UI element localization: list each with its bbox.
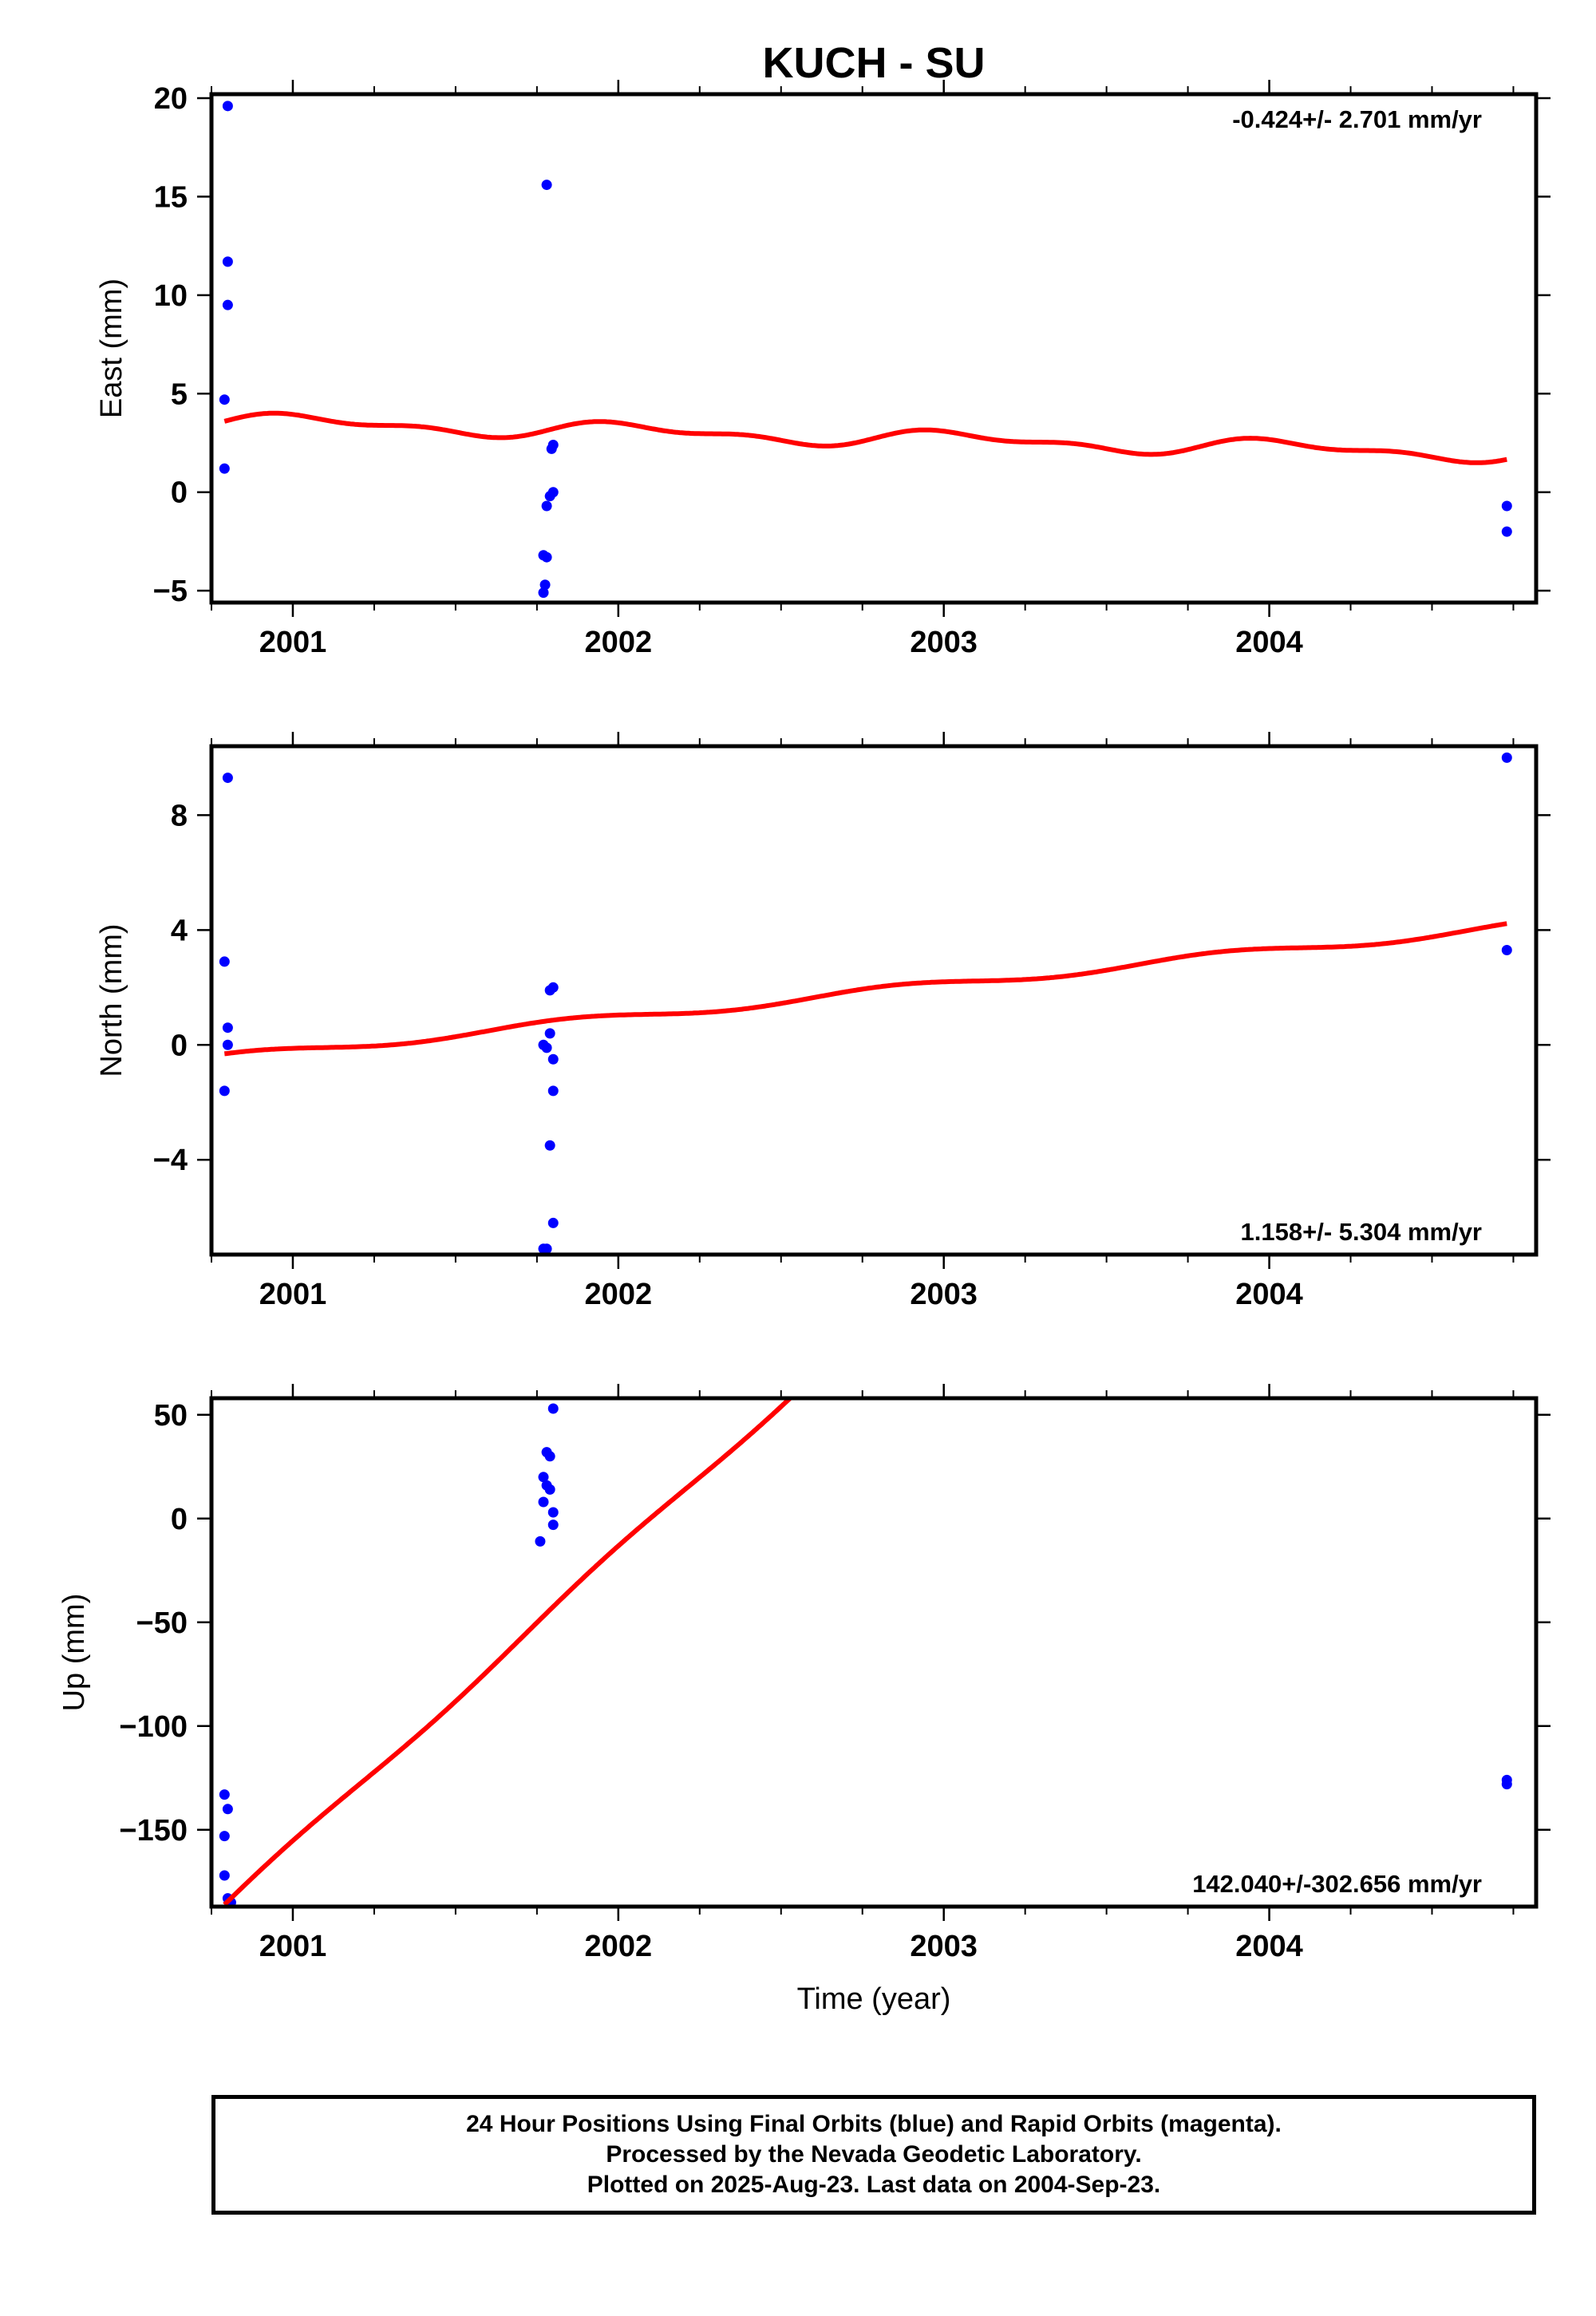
y-tick-label: 8 [171,799,188,832]
plot-frame [209,1396,1539,1909]
footer-line-3: Plotted on 2025-Aug-23. Last data on 200… [587,2172,1161,2198]
data-point [219,956,230,967]
y-tick-label: 0 [171,476,188,510]
data-point [539,579,551,591]
x-tick-label: 2004 [1235,626,1303,659]
data-point [547,1053,559,1065]
data-point [546,443,557,454]
footer-line-1: 24 Hour Positions Using Final Orbits (bl… [466,2111,1282,2137]
data-point [219,1789,230,1800]
points-group [219,1403,1512,1907]
x-tick-label: 2001 [259,1278,327,1311]
y-tick-label: −50 [136,1607,188,1640]
data-point [222,1804,233,1815]
data-point [1501,945,1512,956]
data-point [538,587,549,599]
fit-curve [223,921,1507,1057]
y-tick-label: −4 [153,1144,188,1177]
fit-curve [223,410,1507,465]
x-tick-label: 2002 [585,1930,653,1963]
data-point [219,463,230,474]
x-tick-label: 2003 [910,1278,978,1311]
data-point [1501,752,1512,763]
rate-annotation: 1.158+/- 5.304 mm/yr [1241,1218,1482,1246]
panel-2: 2001 2002 2003 2004 −4 0 4 8 North (mm) 1.158+/- … [95,732,1551,1311]
footer-box: 24 Hour Positions Using Final Orbits (bl… [211,2095,1536,2215]
y-tick-label: 20 [154,82,188,116]
data-point [219,394,230,405]
y-axis-label: East (mm) [95,279,128,418]
y-tick-label: 4 [171,914,188,947]
y-tick-label: 50 [154,1399,188,1433]
x-tick-label: 2001 [259,1930,327,1963]
data-point [222,101,233,112]
x-tick-label: 2002 [585,626,653,659]
data-point [535,1535,546,1547]
data-point [1501,500,1512,512]
data-point [219,1085,230,1097]
x-tick-label: 2003 [910,626,978,659]
data-point [222,256,233,267]
data-point [544,1028,555,1039]
x-tick-label: 2003 [910,1930,978,1963]
y-tick-label: 0 [171,1503,188,1536]
plot-frame [209,92,1539,605]
data-point [544,491,555,502]
data-point [541,1243,552,1255]
data-point [541,180,552,191]
y-tick-label: −150 [119,1814,188,1848]
x-tick-label: 2004 [1235,1278,1303,1311]
x-axis-label: Time (year) [797,1982,951,2016]
points-group [219,101,1512,599]
data-point [538,1496,549,1508]
y-tick-label: −100 [119,1710,188,1744]
data-point [222,1022,233,1034]
data-point [219,1831,230,1842]
plot-frame [209,744,1539,1257]
data-point [544,1484,555,1495]
y-tick-label: 5 [171,377,188,411]
data-point [541,500,552,512]
data-point [538,1472,549,1483]
data-point [547,1507,559,1518]
data-point [541,1042,552,1053]
footer-line-2: Processed by the Nevada Geodetic Laborat… [606,2141,1142,2168]
y-tick-label: 10 [154,279,188,313]
data-point [547,1217,559,1228]
chart-title: KUCH - SU [763,39,986,87]
y-axis-label: North (mm) [95,923,128,1077]
data-point [222,299,233,310]
x-tick-label: 2001 [259,626,327,659]
data-point [222,1039,233,1050]
fit-curve [223,1398,794,1907]
y-tick-label: 15 [154,180,188,214]
data-point [547,1085,559,1097]
data-point [544,1451,555,1462]
data-point [547,1403,559,1414]
rate-annotation: -0.424+/- 2.701 mm/yr [1232,105,1482,133]
data-point [547,1520,559,1531]
y-tick-label: −5 [153,575,188,608]
x-tick-label: 2004 [1235,1930,1303,1963]
data-point [1501,1779,1512,1790]
data-point [1501,526,1512,537]
data-point [544,1140,555,1151]
panel-3: 2001 2002 2003 2004 −150 −100 −50 0 50 Up (mm) 142… [57,1384,1551,1963]
points-group [219,752,1512,1255]
data-point [544,985,555,996]
data-point [541,551,552,563]
x-tick-label: 2002 [585,1278,653,1311]
data-point [222,773,233,784]
rate-annotation: 142.040+/-302.656 mm/yr [1192,1870,1482,1898]
y-tick-label: 0 [171,1029,188,1062]
y-axis-label: Up (mm) [57,1594,91,1712]
panel-1: 2001 2002 2003 2004 −5 0 5 10 15 20 East (mm) -0.42… [95,80,1551,659]
data-point [219,1870,230,1881]
